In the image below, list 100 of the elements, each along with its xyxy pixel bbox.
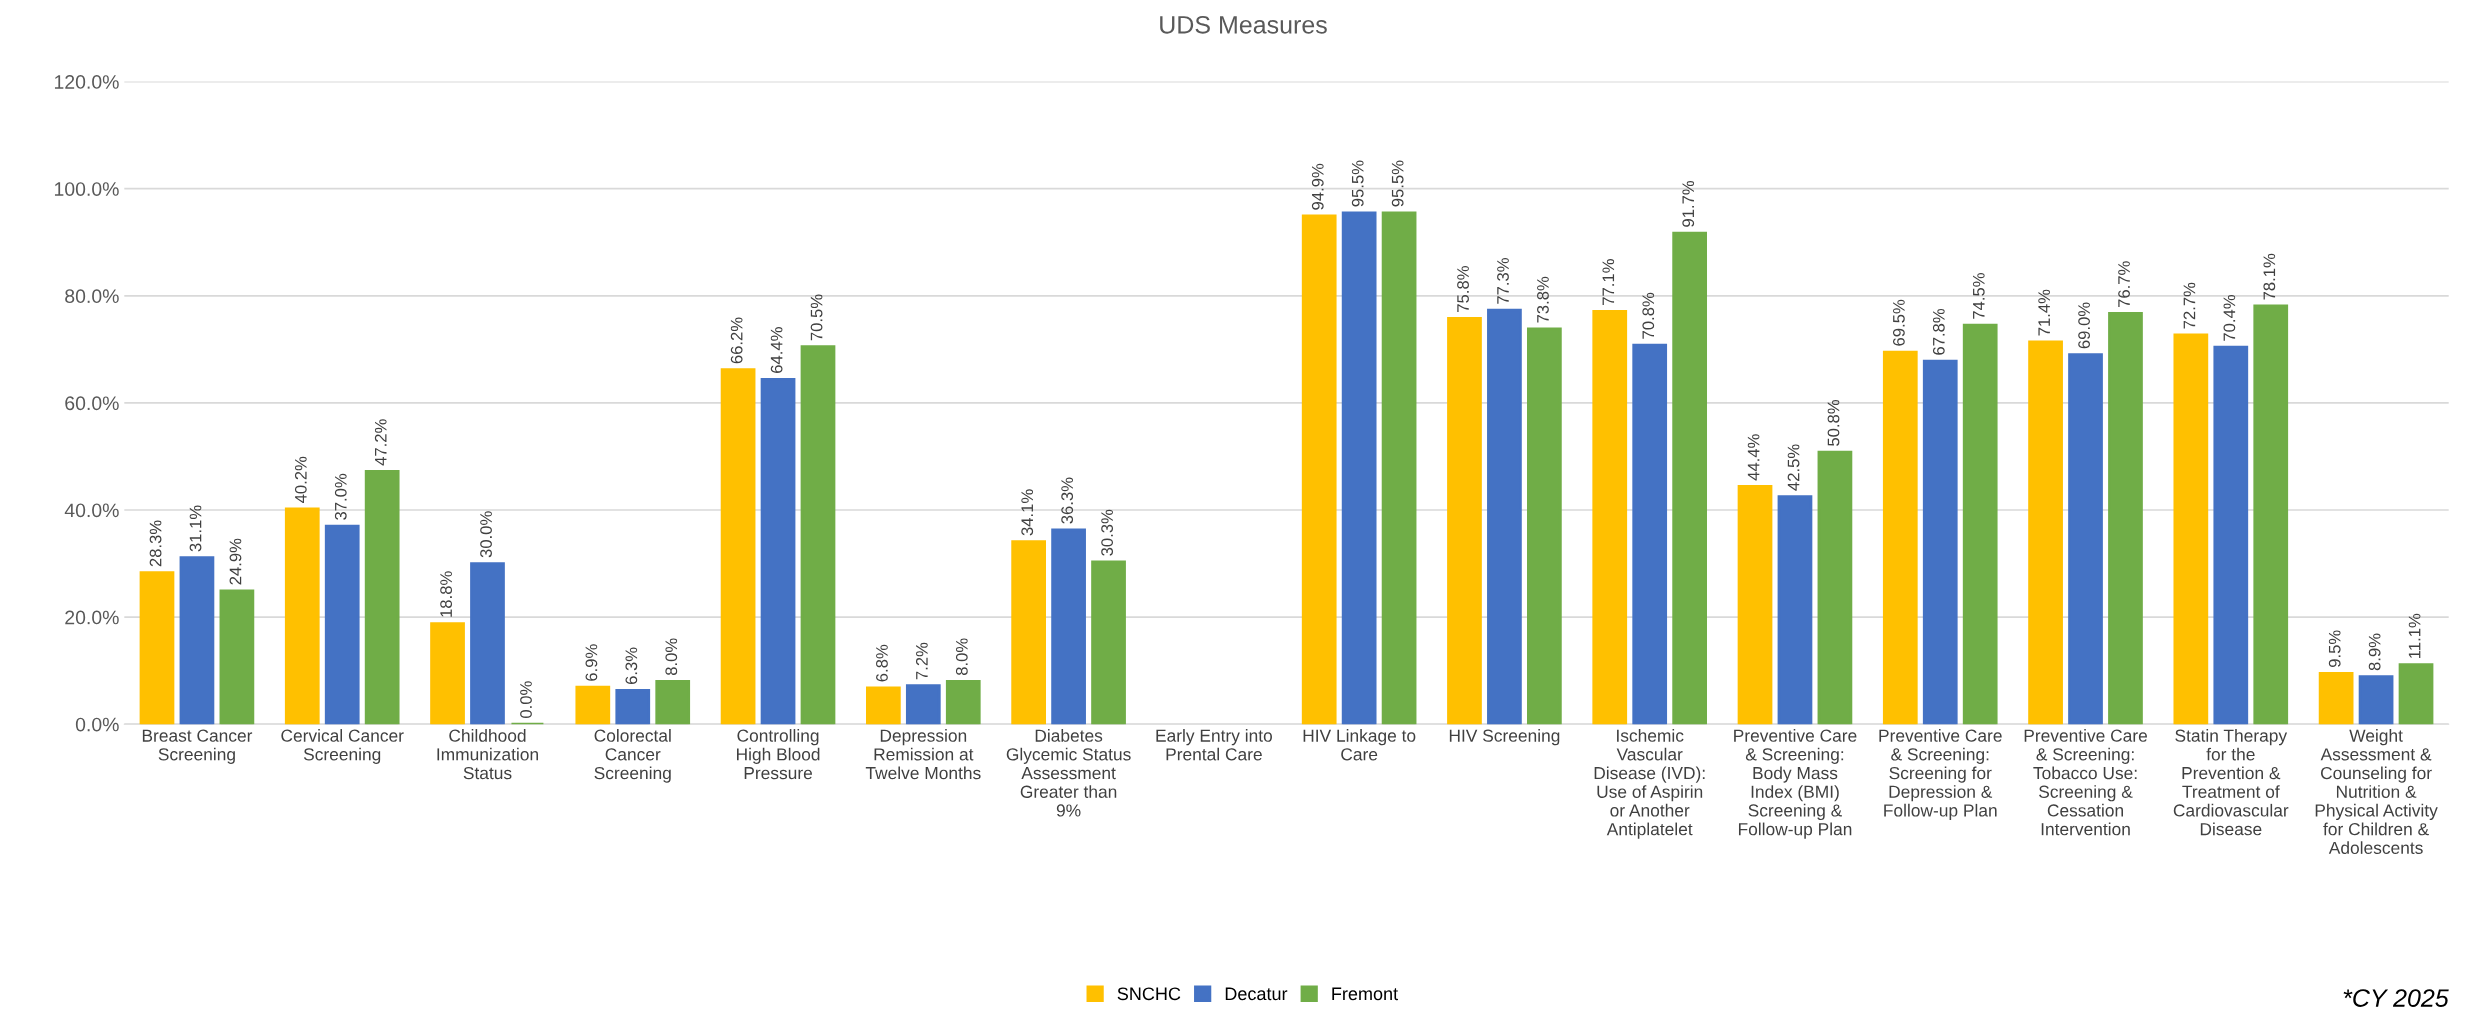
bar	[139, 571, 175, 725]
data-label: 31.1%	[189, 505, 202, 552]
data-label: 37.0%	[334, 473, 347, 520]
data-label: 8.0%	[665, 638, 678, 676]
data-label: 76.7%	[2118, 261, 2130, 308]
bar	[2173, 333, 2209, 725]
data-label: 78.1%	[2263, 253, 2276, 300]
x-tick-label: Ischemic Vascular Disease (IVD): Use of Aspirin or Another Antiplatelet	[1594, 729, 1705, 839]
y-tick-label: 100.0%	[54, 182, 119, 196]
data-label: 9.5%	[2328, 630, 2341, 667]
bar	[1487, 308, 1522, 725]
x-tick-label: Depression Remission at Twelve Months	[865, 729, 981, 780]
x-tick-label: Preventive Care & Screening: Body Mass Index (BMI) Screening & Follow-up Plan	[1734, 729, 1857, 839]
bar	[1962, 323, 1998, 725]
bar	[905, 684, 941, 725]
data-label: 42.5%	[1787, 444, 1800, 491]
y-tick-label: 20.0%	[65, 610, 119, 625]
bar	[1527, 327, 1562, 725]
data-label: 44.4%	[1747, 434, 1760, 481]
text: *CY 2025	[2343, 989, 2449, 1007]
bar	[2108, 312, 2143, 725]
data-label: 64.4%	[770, 327, 783, 373]
x-tick-label: Diabetes Glycemic Status Assessment Greater than 9%	[1006, 729, 1131, 817]
data-label: 7.2%	[915, 642, 928, 680]
data-label: 77.1%	[1602, 259, 1615, 305]
data-label: 95.5%	[1351, 160, 1364, 207]
bar	[1777, 495, 1813, 725]
x-tick-label: HIV Linkage to Care	[1303, 729, 1416, 761]
x-tick-label: Breast Cancer Screening	[142, 729, 253, 764]
bar	[2318, 671, 2354, 725]
bar	[1051, 528, 1086, 725]
x-tick-label: Controlling High Blood Pressure	[737, 729, 820, 780]
bar	[284, 507, 320, 725]
bar	[1447, 316, 1482, 725]
bar	[1011, 540, 1047, 725]
data-label: 34.1%	[1021, 489, 1034, 536]
legend-label: SNCHC	[1117, 987, 1181, 1001]
bar	[324, 524, 360, 725]
data-label: 6.3%	[625, 647, 638, 685]
bar	[1341, 211, 1377, 725]
bar	[2068, 353, 2103, 725]
x-tick-label: Weight Assessment & Counseling for Nutrition & Physical Activity for Children & Adolescents	[2315, 729, 2438, 855]
bar	[1592, 309, 1628, 725]
data-label: 24.9%	[229, 538, 242, 585]
data-label: 30.3%	[1101, 509, 1114, 556]
data-label: 75.8%	[1457, 266, 1469, 312]
data-label: 0.0%	[520, 681, 532, 718]
x-tick-label: Colorectal Cancer Screening	[594, 729, 671, 783]
bar	[2253, 304, 2289, 725]
x-tick-label: Statin Therapy for the Prevention & Treatment of Cardiovascular Disease	[2173, 729, 2289, 836]
bar	[1632, 343, 1668, 725]
data-label: 6.8%	[876, 644, 888, 682]
x-tick-label: Early Entry into Prental Care	[1156, 729, 1272, 761]
bar	[1922, 359, 1958, 725]
data-label: 28.3%	[149, 520, 162, 567]
data-label: 30.0%	[480, 511, 492, 558]
bar	[2358, 675, 2394, 725]
bar	[1672, 231, 1708, 725]
bar	[2213, 345, 2249, 725]
data-label: 69.0%	[2078, 302, 2090, 349]
data-label: 11.1%	[2408, 613, 2421, 658]
data-label: 74.5%	[1972, 273, 1985, 319]
data-label: 94.9%	[1311, 163, 1324, 210]
bar	[2398, 663, 2434, 725]
bar	[1381, 211, 1417, 725]
y-tick-label: 80.0%	[65, 289, 119, 304]
bar	[1737, 485, 1773, 725]
bar	[720, 368, 756, 725]
bar	[364, 470, 400, 725]
data-label: 73.8%	[1537, 276, 1549, 323]
y-tick-label: 0.0%	[75, 717, 119, 732]
data-label: 36.3%	[1061, 477, 1074, 524]
x-tick-label: Childhood Immunization Status	[437, 729, 538, 780]
data-label: 8.9%	[2368, 633, 2381, 671]
x-tick-label: Preventive Care & Screening: Tobacco Use: Screening & Cessation Intervention	[2024, 729, 2147, 836]
bar	[1091, 560, 1126, 725]
bar	[615, 689, 651, 725]
data-label: 70.5%	[810, 294, 823, 341]
bar	[179, 556, 215, 725]
chart-title: UDS Measures	[1160, 15, 1327, 34]
data-label: 67.8%	[1932, 308, 1945, 355]
bar	[575, 685, 611, 725]
data-label: 71.4%	[2038, 289, 2050, 336]
bar	[1817, 450, 1853, 725]
data-label: 77.3%	[1497, 258, 1509, 304]
data-label: 50.8%	[1827, 399, 1840, 446]
bar	[1882, 350, 1918, 725]
data-label: 72.7%	[2183, 282, 2196, 329]
legend-label: Decatur	[1225, 987, 1288, 1001]
x-tick-label: Cervical Cancer Screening	[281, 729, 404, 764]
y-tick-label: 40.0%	[64, 503, 119, 518]
bar	[219, 589, 255, 725]
data-label: 47.2%	[374, 419, 387, 466]
bar	[655, 679, 691, 725]
data-label: 6.9%	[585, 644, 598, 681]
legend-label: Fremont	[1332, 987, 1398, 1001]
data-label: 70.8%	[1642, 292, 1655, 339]
data-label: 40.2%	[294, 456, 307, 503]
bar	[800, 345, 836, 725]
data-label: 8.0%	[955, 638, 968, 676]
